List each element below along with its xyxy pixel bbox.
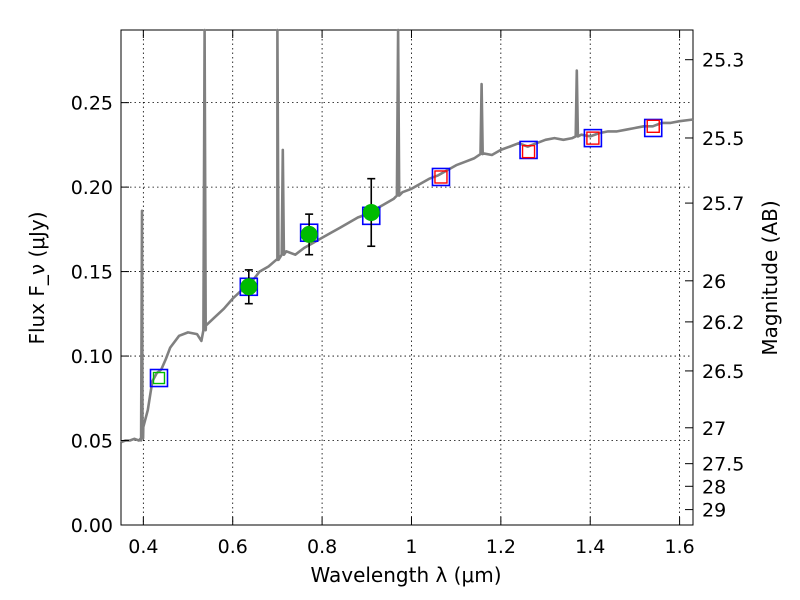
y2-tick-label: 29	[702, 500, 726, 522]
model-square	[431, 167, 451, 187]
y-tick-label: 0.25	[71, 93, 113, 115]
y-tick-label: 0.05	[71, 431, 113, 453]
measured-point	[300, 225, 318, 243]
spectrum-layer	[120, 28, 694, 444]
y2-tick-label: 25.7	[702, 193, 744, 215]
y2-tick-label: 25.5	[702, 128, 744, 150]
x-tick-label: 0.8	[307, 536, 337, 558]
synthetic-square	[521, 144, 536, 159]
spectrum-line	[120, 28, 694, 444]
y2-tick-label: 28	[702, 476, 726, 498]
grid	[121, 30, 693, 526]
x-tick-label: 1.6	[664, 536, 694, 558]
model-square	[583, 128, 603, 148]
synthetic-square	[434, 170, 448, 184]
y-tick-label: 0.15	[71, 262, 113, 284]
y-tick-label: 0.10	[71, 346, 113, 368]
y2-tick-label: 26.2	[702, 312, 744, 334]
x-tick-label: 1.2	[486, 536, 516, 558]
synthetic-square	[646, 119, 660, 133]
y2-tick-label: 26.5	[702, 361, 744, 383]
y-tick-label: 0.20	[71, 177, 113, 199]
measured-point	[362, 203, 380, 221]
x-tick-label: 1.4	[575, 536, 605, 558]
synthetic-square	[586, 131, 600, 145]
model-square	[149, 368, 169, 388]
x-tick-label: 1	[405, 536, 417, 558]
y2-axis-title: Magnitude (AB)	[758, 200, 782, 355]
y-tick-label: 0.00	[71, 515, 113, 537]
x-tick-label: 0.4	[128, 536, 158, 558]
axes: 0.4 0.6 0.8 1 1.2 1.4 1.6 0.00 0.05 0.10 0.15 0.20 0…	[71, 30, 744, 558]
upper-square	[152, 371, 166, 385]
y-axis-title: Flux F_ν (μJy)	[25, 211, 49, 344]
y2-tick-label: 27.5	[702, 454, 744, 476]
plot-frame	[120, 29, 694, 526]
measured-point	[240, 278, 258, 296]
x-axis-title: Wavelength λ (μm)	[310, 563, 501, 587]
model-square	[643, 118, 663, 138]
y2-tick-label: 26	[702, 271, 726, 293]
marker-layer	[149, 118, 663, 388]
y2-tick-label: 27	[702, 418, 726, 440]
y2-tick-label: 25.3	[702, 50, 744, 72]
x-tick-label: 0.6	[218, 536, 248, 558]
model-square	[519, 140, 538, 160]
